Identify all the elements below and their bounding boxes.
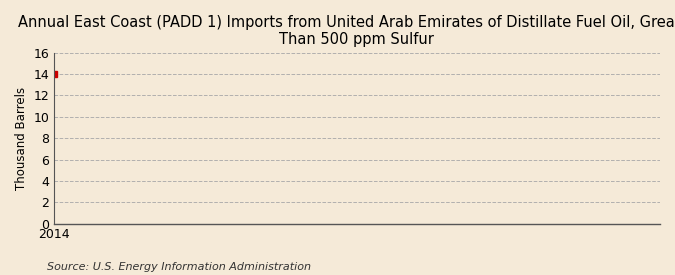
Text: Source: U.S. Energy Information Administration: Source: U.S. Energy Information Administ… bbox=[47, 262, 311, 272]
Y-axis label: Thousand Barrels: Thousand Barrels bbox=[15, 87, 28, 190]
Title: Annual East Coast (PADD 1) Imports from United Arab Emirates of Distillate Fuel : Annual East Coast (PADD 1) Imports from … bbox=[18, 15, 675, 47]
